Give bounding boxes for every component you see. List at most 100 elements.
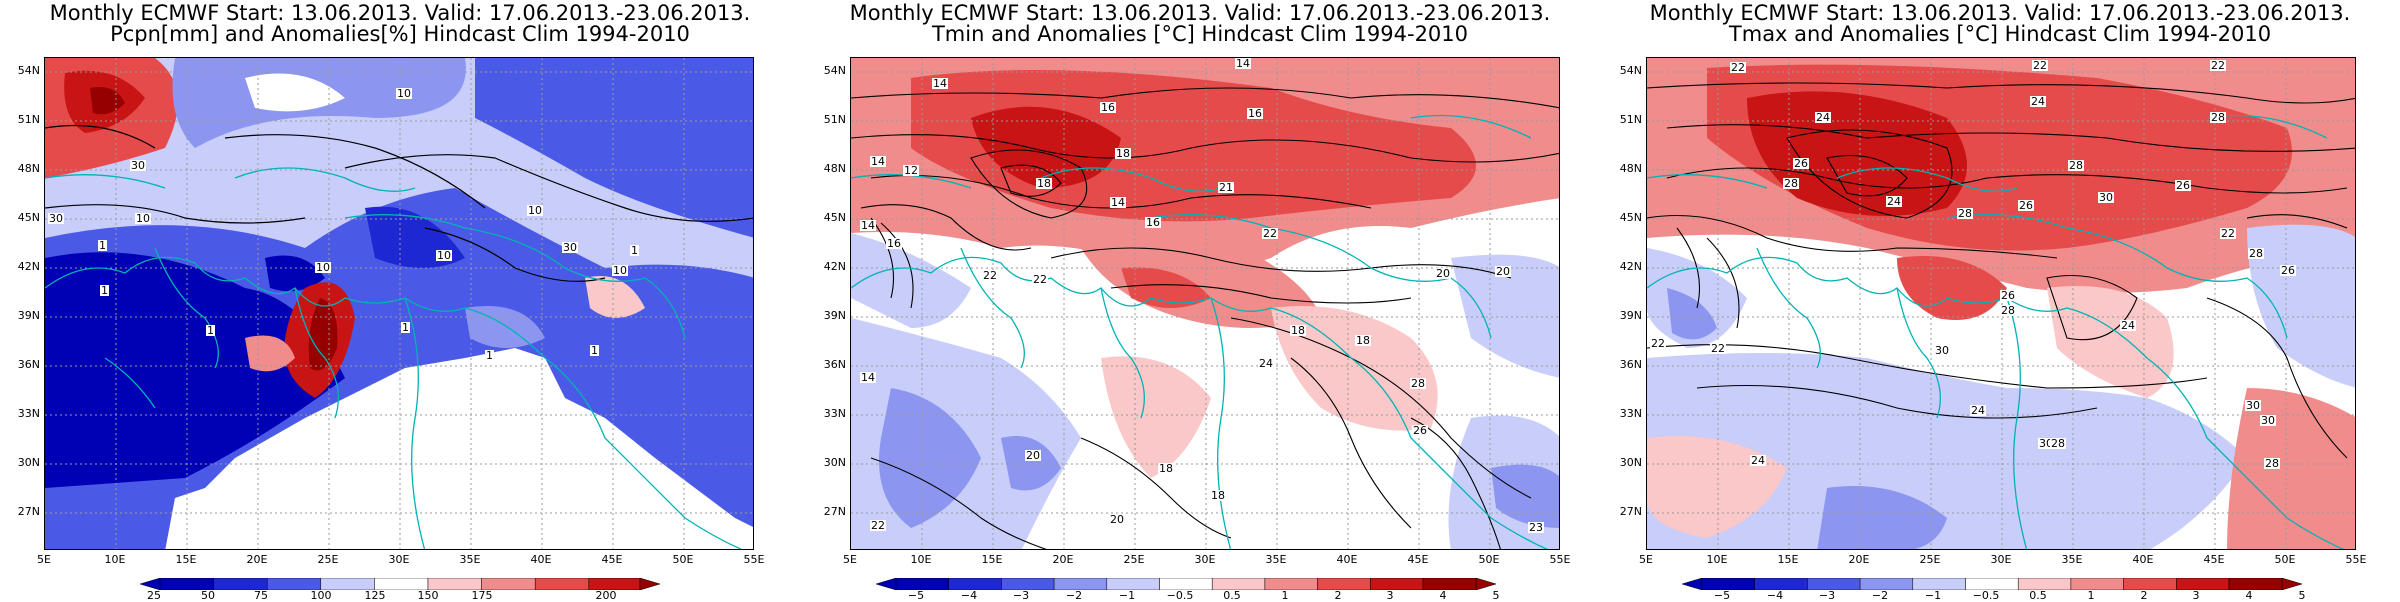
lon-label: 20E: [246, 553, 268, 566]
colorbar-tick: 125: [364, 589, 386, 602]
colorbar-tick: 0.5: [1223, 589, 1241, 602]
lon-label: 15E: [1777, 553, 1799, 566]
contour-label: 26: [1793, 157, 1809, 170]
lat-label: 48N: [823, 162, 846, 175]
contour-label: 14: [860, 219, 876, 232]
lat-label: 36N: [1619, 358, 1642, 371]
colorbar-tick: 1: [1281, 589, 1289, 602]
colorbar: [876, 578, 1496, 590]
colorbar-tick: −3: [1012, 589, 1030, 602]
lon-label: 50E: [2274, 553, 2296, 566]
panel-title-line2: Pcpn[mm] and Anomalies[%] Hindcast Clim …: [110, 22, 690, 46]
lat-label: 48N: [1619, 162, 1642, 175]
lon-label: 25E: [317, 553, 339, 566]
colorbar-svg: [140, 578, 660, 590]
contour-label: 1: [590, 344, 599, 357]
contour-label: 28: [2000, 304, 2016, 317]
contour-label: 24: [2030, 95, 2046, 108]
tmax-panel: Monthly ECMWF Start: 13.06.2013. Valid: …: [1600, 0, 2400, 602]
contour-label: 1: [485, 349, 494, 362]
contour-label: 30: [2038, 437, 2054, 450]
lon-label: 50E: [672, 553, 694, 566]
contour-label: 22: [2220, 227, 2236, 240]
colorbar-tick: 5: [1492, 589, 1500, 602]
contour-label: 14: [870, 155, 886, 168]
contour-label: 20: [1025, 449, 1041, 462]
lat-label: 36N: [823, 358, 846, 371]
lat-label: 33N: [823, 407, 846, 420]
lat-label: 45N: [17, 211, 40, 224]
contour-label: 28: [2210, 111, 2226, 124]
lon-label: 35E: [2061, 553, 2083, 566]
colorbar-tick: 4: [2245, 589, 2253, 602]
contour-label: 24: [1750, 454, 1766, 467]
panel-title-line1: Monthly ECMWF Start: 13.06.2013. Valid: …: [49, 1, 751, 25]
lon-label: 55E: [1549, 553, 1571, 566]
contour-label: 10: [612, 264, 628, 277]
contour-label: 1: [100, 284, 109, 297]
lat-label: 54N: [823, 64, 846, 77]
lon-label: 5E: [843, 553, 857, 566]
contour-label: 26: [2018, 199, 2034, 212]
colorbar-tick: −2: [1871, 589, 1889, 602]
lon-label: 40E: [1336, 553, 1358, 566]
lat-label: 39N: [1619, 309, 1642, 322]
lon-label: 30E: [1194, 553, 1216, 566]
lat-label: 33N: [17, 407, 40, 420]
contour-label: 28: [2264, 457, 2280, 470]
colorbar-tick: 2: [2140, 589, 2148, 602]
contour-label: 16: [886, 237, 902, 250]
contour-label: 20: [1495, 265, 1511, 278]
colorbar-tick: −3: [1818, 589, 1836, 602]
contour-label: 21: [1218, 181, 1234, 194]
contour-label: 18: [1115, 147, 1131, 160]
contour-label: 22: [982, 269, 998, 282]
contour-label: 23: [1528, 521, 1544, 534]
contour-label: 1: [98, 239, 107, 252]
contour-label: 18: [1158, 462, 1174, 475]
contour-label: 28: [1957, 207, 1973, 220]
colorbar-tick: 100: [310, 589, 332, 602]
contour-label: 22: [1710, 342, 1726, 355]
colorbar-tick: 150: [417, 589, 439, 602]
lon-label: 20E: [1052, 553, 1074, 566]
lat-label: 42N: [1619, 260, 1642, 273]
lat-label: 42N: [823, 260, 846, 273]
contour-label: 30: [562, 241, 578, 254]
contour-label: 14: [1110, 196, 1126, 209]
colorbar-tick: −0.5: [1972, 589, 2000, 602]
contour-label: 26: [2280, 264, 2296, 277]
tmin-panel: Monthly ECMWF Start: 13.06.2013. Valid: …: [800, 0, 1600, 602]
lon-label: 45E: [1407, 553, 1429, 566]
contour-label: 22: [2032, 59, 2048, 72]
contour-label: 24: [1886, 195, 1902, 208]
lon-label: 55E: [743, 553, 765, 566]
contour-label: 30: [48, 212, 64, 225]
contour-label: 14: [932, 77, 948, 90]
colorbar-tick: −5: [1713, 589, 1731, 602]
colorbar-tick: 5: [2298, 589, 2306, 602]
lat-label: 45N: [1619, 211, 1642, 224]
colorbar: [1682, 578, 2302, 590]
contour-label: 30: [130, 159, 146, 172]
panel-title-line1: Monthly ECMWF Start: 13.06.2013. Valid: …: [1649, 1, 2351, 25]
precip-map: [44, 57, 754, 550]
lon-label: 15E: [981, 553, 1003, 566]
tmax-map: [1646, 57, 2356, 550]
colorbar-tick: 50: [201, 589, 215, 602]
lon-label: 45E: [601, 553, 623, 566]
colorbar-tick: 200: [595, 589, 617, 602]
lat-label: 33N: [1619, 407, 1642, 420]
lat-label: 51N: [1619, 113, 1642, 126]
contour-label: 24: [1258, 357, 1274, 370]
colorbar-tick: 75: [254, 589, 268, 602]
panel-title-line2: Tmin and Anomalies [°C] Hindcast Clim 19…: [931, 22, 1469, 46]
lon-label: 45E: [2203, 553, 2225, 566]
lon-label: 30E: [1990, 553, 2012, 566]
lat-label: 27N: [17, 505, 40, 518]
contour-label: 20: [1435, 267, 1451, 280]
lat-label: 30N: [1619, 456, 1642, 469]
colorbar-tick: 2: [1334, 589, 1342, 602]
contour-label: 10: [396, 87, 412, 100]
colorbar: [140, 578, 660, 590]
